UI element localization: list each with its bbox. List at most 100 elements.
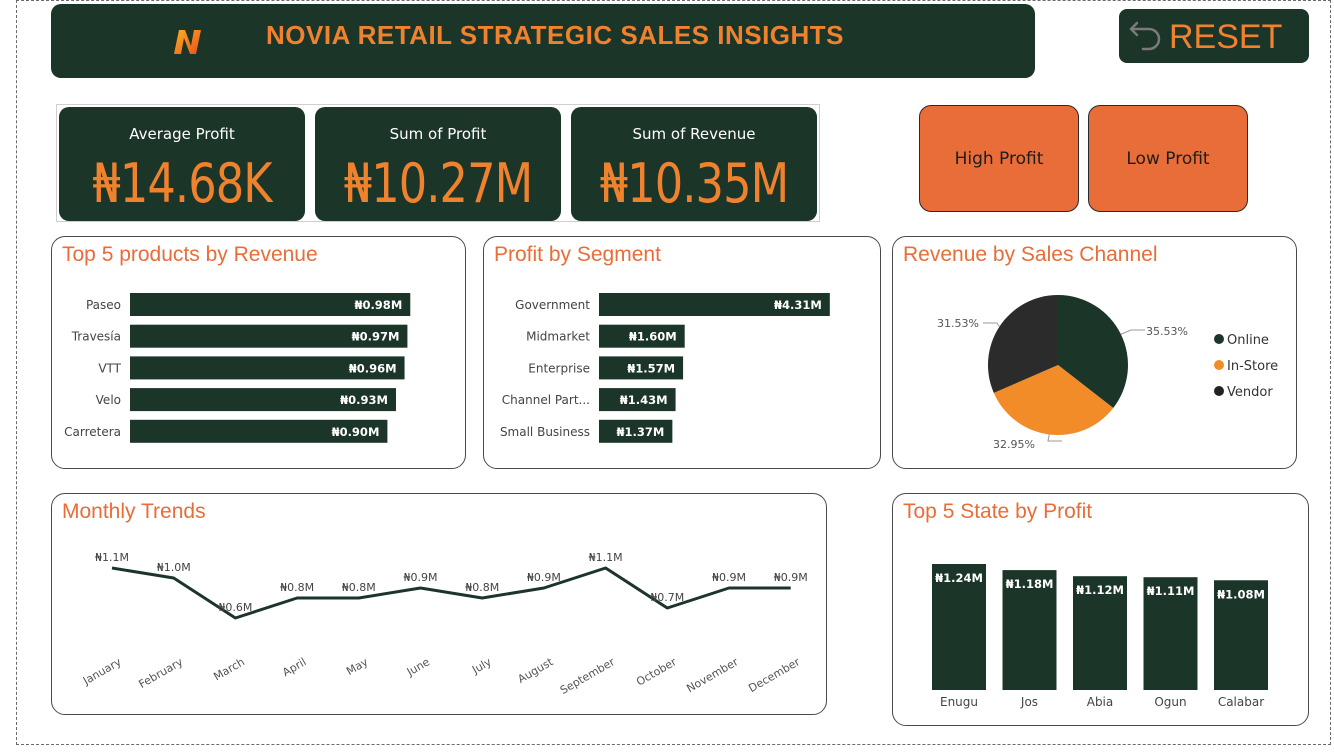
data-label: 32.95% <box>993 438 1035 451</box>
tick-label: February <box>136 655 185 691</box>
chart-title: Top 5 products by Revenue <box>62 243 318 266</box>
bar <box>130 419 388 443</box>
tick-label: August <box>516 655 556 686</box>
products-chart: Paseo ₦0.98M Travesía ₦0.97M VTT ₦0.96M Velo ₦0… <box>64 293 411 443</box>
kpi-label: Average Profit <box>129 125 235 143</box>
data-label: ₦1.0M <box>157 561 191 574</box>
channel-chart: 35.53% 32.95% 31.53% Online In-Store Vendor <box>937 295 1278 451</box>
low-profit-button[interactable]: Low Profit <box>1088 105 1248 212</box>
reset-button[interactable]: RESET <box>1119 9 1309 63</box>
tick-label: January <box>80 655 124 688</box>
data-label: ₦0.9M <box>712 571 746 584</box>
bar <box>130 388 396 412</box>
pie-slice <box>993 365 1114 435</box>
data-label: ₦0.7M <box>650 591 684 604</box>
bar <box>130 324 408 348</box>
category-label: Government <box>515 298 590 312</box>
kpi-value: ₦14.68K <box>92 152 272 215</box>
data-label: ₦0.98M <box>354 298 402 312</box>
canvas-frame <box>16 0 1331 745</box>
kpi-sum-of-profit: Sum of Profit ₦10.27M <box>315 107 561 221</box>
kpi-value: ₦10.35M <box>599 152 789 215</box>
low-profit-label: Low Profit <box>1126 149 1210 169</box>
chart-title: Profit by Segment <box>494 243 661 266</box>
data-label: ₦1.11M <box>1147 584 1195 598</box>
data-label: ₦0.8M <box>465 581 499 594</box>
data-label: ₦0.9M <box>527 571 561 584</box>
bar <box>599 388 676 412</box>
chart-title: Monthly Trends <box>62 500 206 523</box>
monthly-chart: ₦1.1M January ₦1.0M February ₦0.6M March ₦0.8M… <box>80 551 808 697</box>
data-label: ₦0.9M <box>404 571 438 584</box>
tick-label: April <box>280 655 308 679</box>
data-label: ₦1.57M <box>627 361 675 375</box>
data-label: ₦1.08M <box>1217 587 1265 601</box>
leader-line <box>1120 329 1145 335</box>
data-label: ₦0.90M <box>332 425 380 439</box>
reset-label: RESET <box>1169 18 1283 56</box>
N-logo-icon <box>174 30 201 54</box>
tick-label: Enugu <box>940 695 978 709</box>
series-line <box>111 566 791 620</box>
kpi-label: Sum of Revenue <box>632 125 756 143</box>
data-label: ₦1.12M <box>1076 583 1124 597</box>
kpi-average-profit: Average Profit ₦14.68K <box>59 107 305 221</box>
bar <box>130 356 405 380</box>
leader-line <box>1047 434 1062 442</box>
tick-label: September <box>558 655 618 697</box>
tick-label: Jos <box>1020 695 1038 709</box>
tick-label: June <box>404 655 432 679</box>
tick-label: Calabar <box>1218 695 1264 709</box>
data-label: ₦4.31M <box>774 298 822 312</box>
kpi-sum-of-revenue: Sum of Revenue ₦10.35M <box>571 107 817 221</box>
bar <box>1143 577 1198 690</box>
data-label: ₦0.9M <box>774 571 808 584</box>
chart-title: Revenue by Sales Channel <box>903 243 1158 266</box>
kpi-group: Average Profit ₦14.68K Sum of Profit ₦10… <box>56 104 820 222</box>
data-label: ₦1.43M <box>620 393 668 407</box>
legend-label: Online <box>1227 333 1269 348</box>
bar <box>1073 576 1127 690</box>
bar <box>1214 580 1268 690</box>
category-label: Carretera <box>64 425 121 439</box>
leader-line <box>983 322 1000 327</box>
tick-label: Ogun <box>1154 695 1186 709</box>
legend-label: Vendor <box>1227 385 1273 400</box>
data-label: ₦1.37M <box>617 425 665 439</box>
undo-arrow-icon <box>1129 21 1161 51</box>
bar <box>932 564 986 690</box>
page-title: NOVIA RETAIL STRATEGIC SALES INSIGHTS <box>266 20 845 50</box>
states-chart: ₦1.24M Enugu ₦1.18M Jos ₦1.12M Abia ₦1.11M Ogun… <box>932 564 1268 709</box>
data-label: ₦1.60M <box>629 330 677 344</box>
kpi-value: ₦10.27M <box>343 152 533 215</box>
high-profit-button[interactable]: High Profit <box>919 105 1079 212</box>
category-label: Channel Part... <box>502 393 590 407</box>
tick-label: July <box>469 655 494 677</box>
data-label: 35.53% <box>1146 325 1188 338</box>
legend-marker <box>1214 334 1224 344</box>
products-card: Top 5 products by Revenue Paseo ₦0.98M Tra… <box>51 236 466 469</box>
data-label: ₦0.97M <box>352 330 400 344</box>
legend-marker <box>1214 360 1224 370</box>
category-label: Velo <box>96 393 121 407</box>
data-label: ₦1.24M <box>935 571 983 585</box>
bar <box>1002 570 1057 690</box>
bar <box>130 293 411 316</box>
tick-label: December <box>746 655 802 695</box>
category-label: Travesía <box>71 330 121 344</box>
states-card: Top 5 State by Profit ₦1.24M Enugu ₦1.18M J… <box>892 493 1309 726</box>
header-banner: NOVIA RETAIL STRATEGIC SALES INSIGHTS <box>51 4 1035 78</box>
category-label: Midmarket <box>526 330 590 344</box>
bar <box>599 293 830 316</box>
segment-card: Profit by Segment Government ₦4.31M Midmar… <box>483 236 881 469</box>
category-label: Small Business <box>500 425 590 439</box>
tick-label: May <box>344 655 371 678</box>
data-label: ₦1.1M <box>95 551 129 564</box>
data-label: ₦1.18M <box>1006 577 1054 591</box>
category-label: Paseo <box>86 298 121 312</box>
legend-label: In-Store <box>1227 359 1278 374</box>
monthly-card: Monthly Trends ₦1.1M January ₦1.0M February… <box>51 493 827 715</box>
high-profit-label: High Profit <box>954 149 1044 169</box>
bar <box>599 419 673 443</box>
data-label: ₦0.8M <box>280 581 314 594</box>
